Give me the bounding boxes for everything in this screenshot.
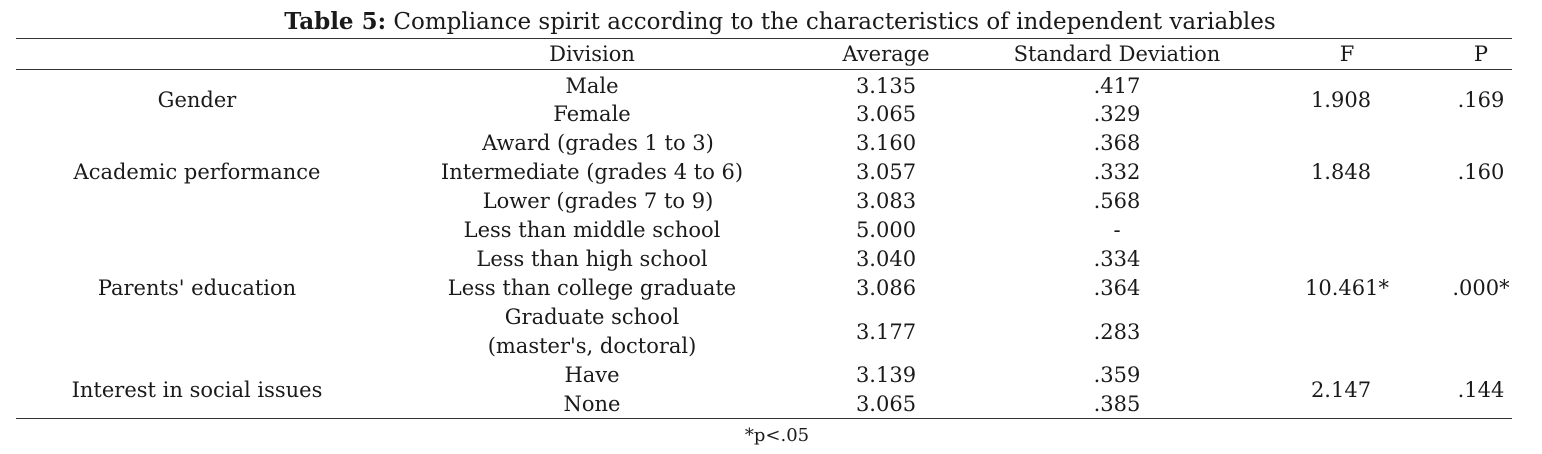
division-cell: Female [553, 102, 631, 126]
sd-cell: .359 [1093, 363, 1141, 387]
header-f: F [1339, 42, 1355, 66]
f-value-academic-performance: 1.848 [1310, 160, 1372, 184]
average-cell: 5.000 [855, 218, 917, 242]
average-cell: 3.135 [855, 74, 917, 98]
division-cell: Less than high school [476, 247, 708, 271]
p-value-parents-education: .000* [1452, 276, 1510, 300]
f-value-parents-education: 10.461* [1305, 276, 1389, 300]
average-cell: 3.040 [855, 247, 917, 271]
division-cell: Male [565, 74, 619, 98]
division-cell: Lower (grades 7 to 9) [482, 189, 714, 213]
division-cell: Graduate school [504, 305, 680, 329]
header-average: Average [842, 42, 930, 66]
average-cell: 3.160 [855, 131, 917, 155]
division-cell: None [563, 392, 621, 416]
average-cell: 3.086 [855, 276, 917, 300]
average-cell: 3.057 [855, 160, 917, 184]
sd-cell: .329 [1093, 102, 1141, 126]
f-value-gender: 1.908 [1310, 88, 1372, 112]
average-cell: 3.139 [855, 363, 917, 387]
table-caption-text: Compliance spirit according to the chara… [393, 9, 1276, 35]
header-rule [16, 69, 1512, 70]
bottom-rule [16, 418, 1512, 419]
division-cell: Award (grades 1 to 3) [482, 131, 714, 155]
sd-cell: .368 [1093, 131, 1141, 155]
p-value-academic-performance: .160 [1457, 160, 1505, 184]
group-label-interest-in-social-issues: Interest in social issues [71, 378, 323, 402]
group-label-parents-education: Parents' education [97, 276, 297, 300]
significance-footnote: *p<.05 [744, 425, 810, 446]
sd-cell: .332 [1093, 160, 1141, 184]
p-value-gender: .169 [1457, 88, 1505, 112]
header-p: P [1473, 42, 1489, 66]
average-cell: 3.083 [855, 189, 917, 213]
sd-cell: .364 [1093, 276, 1141, 300]
division-cell: Less than middle school [463, 218, 721, 242]
sd-cell: .334 [1093, 247, 1141, 271]
table-caption: Table 5: Compliance spirit according to … [0, 6, 1542, 38]
division-cell: (master's, doctoral) [487, 334, 697, 358]
p-value-interest-in-social-issues: .144 [1457, 378, 1505, 402]
division-cell: Intermediate (grades 4 to 6) [440, 160, 744, 184]
average-cell: 3.065 [855, 392, 917, 416]
sd-cell: - [1113, 218, 1121, 242]
group-label-gender: Gender [157, 88, 237, 112]
average-cell: 3.177 [855, 320, 917, 344]
top-rule [16, 38, 1512, 39]
sd-cell: .568 [1093, 189, 1141, 213]
header-division: Division [549, 42, 635, 66]
header-standard-deviation: Standard Deviation [1013, 42, 1221, 66]
sd-cell: .283 [1093, 320, 1141, 344]
division-cell: Less than college graduate [447, 276, 737, 300]
f-value-interest-in-social-issues: 2.147 [1310, 378, 1372, 402]
group-label-academic-performance: Academic performance [73, 160, 321, 184]
division-cell: Have [564, 363, 620, 387]
sd-cell: .385 [1093, 392, 1141, 416]
average-cell: 3.065 [855, 102, 917, 126]
sd-cell: .417 [1093, 74, 1141, 98]
table-caption-label: Table 5: [284, 8, 387, 35]
